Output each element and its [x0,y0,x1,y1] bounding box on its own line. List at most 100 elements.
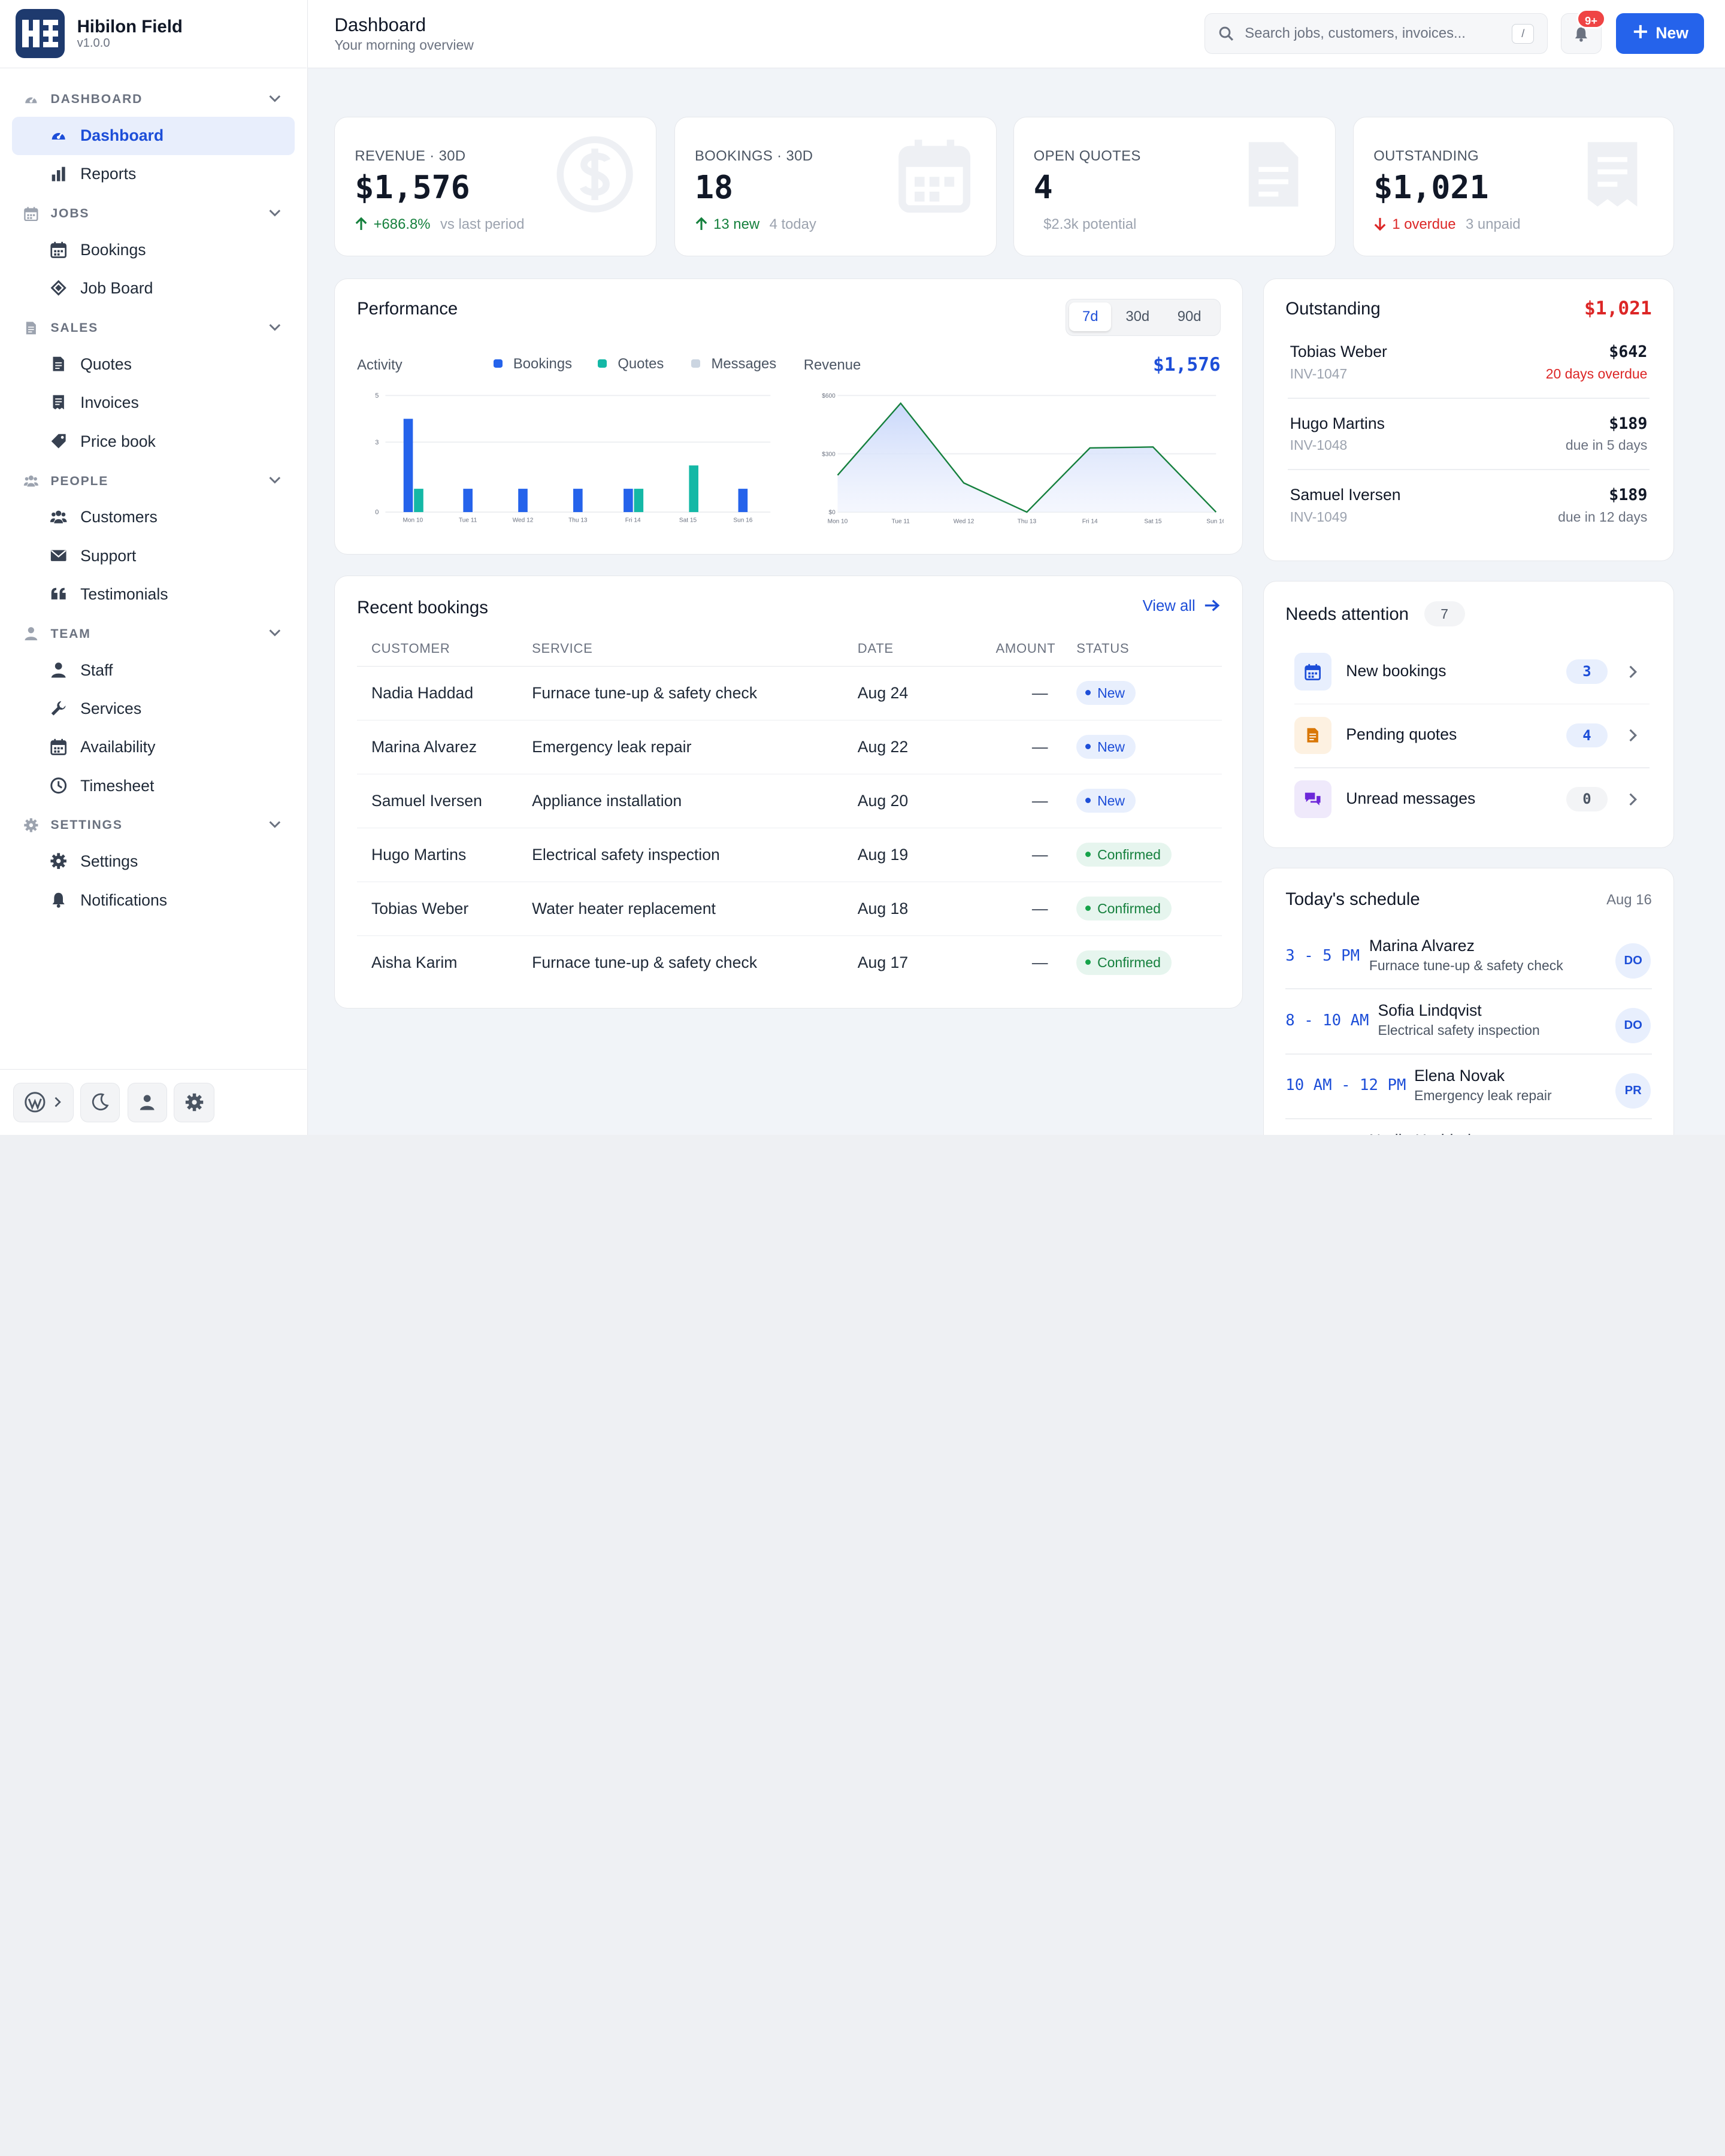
ticket-icon [50,280,66,296]
wordpress-button[interactable] [13,1083,74,1123]
table-row[interactable]: Aisha Karim Furnace tune-up & safety che… [357,935,1222,989]
cell-status: Confirmed [1063,828,1222,882]
performance-card: Performance 7d 30d 90d Activity Bookings… [334,278,1243,555]
cell-service: Furnace tune-up & safety check [532,666,858,720]
sidebar-item-dashboard[interactable]: Dashboard [12,116,295,155]
kpi-value: $1,576 [355,169,470,206]
sidebar-item-notifications[interactable]: Notifications [12,881,295,919]
invoice-icon [1587,142,1637,207]
app-name: Hibilon Field [77,16,183,37]
sidebar-item-staff[interactable]: Staff [12,651,295,689]
attention-label: Pending quotes [1346,725,1457,744]
users-icon [23,476,38,487]
nav-section-sales[interactable]: SALES [0,310,307,346]
app-logo[interactable] [15,8,65,59]
view-all-link[interactable]: View all [1143,598,1221,615]
bar-bookings [624,489,634,513]
schedule-item[interactable]: 8 - 10 AM Sofia Lindqvist Electrical saf… [1285,991,1651,1055]
attention-item-unread-messages[interactable]: Unread messages 0 [1285,768,1651,831]
needs-attention-card: Needs attention 7 New bookings 3 Pending… [1263,580,1675,849]
sidebar-item-settings[interactable]: Settings [12,843,295,881]
nav-section-label: PEOPLE [50,474,109,488]
kpi-card[interactable]: OPEN QUOTES 4 $2.3k potential [1013,116,1336,256]
sidebar-item-support[interactable]: Support [12,537,295,575]
cell-customer: Nadia Haddad [357,666,532,720]
staff-avatar: PR [1615,1073,1651,1109]
kpi-card[interactable]: REVENUE · 30D $1,576 +686.8% vs last peri… [334,116,657,256]
cell-customer: Tobias Weber [357,882,532,936]
sidebar-item-customers[interactable]: Customers [12,498,295,537]
schedule-item[interactable]: 3 - 5 PM Marina Alvarez Furnace tune-up … [1285,926,1651,990]
schedule-item[interactable]: 10 AM - 12 PM Elena Novak Emergency leak… [1285,1055,1651,1119]
column-header: DATE [857,631,963,667]
nav-section-team[interactable]: TEAM [0,616,307,651]
range-90d[interactable]: 90d [1177,308,1202,325]
range-30d[interactable]: 30d [1125,308,1150,325]
sidebar-item-bookings[interactable]: Bookings [12,231,295,270]
schedule-item[interactable]: Nadia Haddad [1285,1121,1651,1135]
cell-service: Emergency leak repair [532,720,858,774]
gear-icon [185,1093,203,1112]
sidebar-item-job-board[interactable]: Job Board [12,270,295,308]
outstanding-due: due in 5 days [1565,437,1648,453]
nav-section-label: TEAM [50,626,91,641]
outstanding-amount: $189 [1609,414,1648,433]
kpi-delta: 1 overdue 3 unpaid [1373,216,1521,233]
schedule-time: 8 - 10 AM [1285,1011,1369,1029]
theme-toggle-button[interactable] [80,1083,120,1123]
attention-count: 3 [1566,659,1608,684]
nav-section-people[interactable]: PEOPLE [0,463,307,498]
x-tick-label: Tue 11 [892,518,910,525]
gear-icon [23,818,38,832]
y-tick-label: $600 [822,393,836,399]
kpi-card[interactable]: BOOKINGS · 30D 18 13 new 4 today [674,116,997,256]
sidebar-item-testimonials[interactable]: Testimonials [12,576,295,614]
nav-section-settings[interactable]: SETTINGS [0,807,307,843]
status-badge: Confirmed [1076,950,1172,975]
divider [1287,469,1650,471]
table-row[interactable]: Samuel Iversen Appliance installation Au… [357,774,1222,828]
x-tick-label: Sat 15 [679,517,697,524]
chevron-down-icon [269,629,281,637]
sidebar-item-price-book[interactable]: Price book [12,422,295,461]
y-tick-label: $300 [822,451,836,458]
notification-count-badge: 9+ [1576,8,1606,29]
sidebar-item-invoices[interactable]: Invoices [12,384,295,422]
range-7d[interactable]: 7d [1069,302,1112,331]
user-icon [24,627,37,641]
kpi-card[interactable]: OUTSTANDING $1,021 1 overdue 3 unpaid [1353,116,1675,256]
attention-item-pending-quotes[interactable]: Pending quotes 4 [1285,704,1651,767]
sidebar-item-reports[interactable]: Reports [12,155,295,193]
revenue-line [837,402,1217,513]
sidebar-item-label: Customers [80,508,158,526]
cell-amount: — [962,720,1064,774]
attention-label: New bookings [1346,661,1446,680]
nav-section-jobs[interactable]: JOBS [0,196,307,231]
table-row[interactable]: Nadia Haddad Furnace tune-up & safety ch… [357,666,1222,720]
sidebar-item-label: Availability [80,738,156,756]
cell-service: Appliance installation [532,774,858,828]
profile-button[interactable] [128,1083,168,1123]
envelope-icon [50,550,66,561]
sidebar-item-availability[interactable]: Availability [12,728,295,767]
kpi-delta: +686.8% vs last period [355,216,525,233]
settings-button[interactable] [174,1083,215,1123]
status-badge: New [1076,734,1136,759]
sidebar-item-services[interactable]: Services [12,690,295,728]
table-row[interactable]: Marina Alvarez Emergency leak repair Aug… [357,720,1222,774]
schedule-time: 3 - 5 PM [1285,946,1360,965]
cell-status: New [1063,666,1222,720]
table-row[interactable]: Hugo Martins Electrical safety inspectio… [357,828,1222,882]
invoice-icon [53,395,64,410]
search-input[interactable] [1245,22,1498,45]
sidebar-item-timesheet[interactable]: Timesheet [12,767,295,805]
cell-date: Aug 18 [857,882,963,936]
kpi-label: BOOKINGS · 30D [694,148,813,165]
attention-item-new-bookings[interactable]: New bookings 3 [1285,641,1651,704]
new-button[interactable]: New [1616,13,1705,54]
status-badge: New [1076,680,1136,705]
table-row[interactable]: Tobias Weber Water heater replacement Au… [357,882,1222,936]
cell-customer: Samuel Iversen [357,774,532,828]
nav-section-dashboard[interactable]: DASHBOARD [0,81,307,117]
sidebar-item-quotes[interactable]: Quotes [12,346,295,384]
